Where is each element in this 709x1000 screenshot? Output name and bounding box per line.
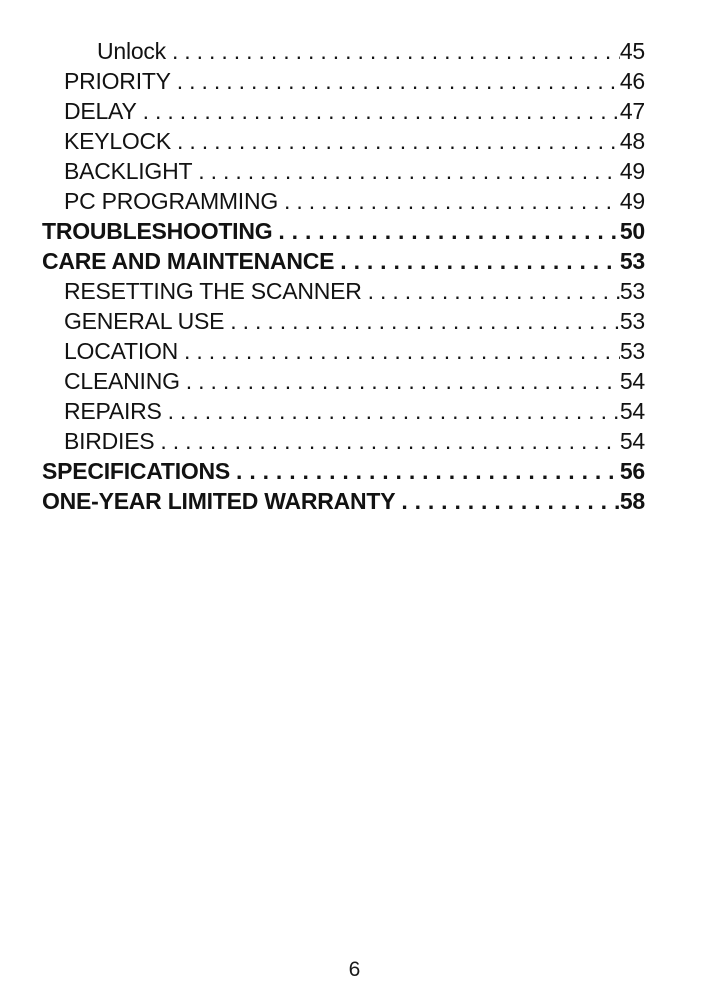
toc-dot-leader	[230, 306, 620, 336]
toc-entry-page: 53	[619, 278, 645, 304]
toc-entry-page: 47	[619, 98, 645, 124]
toc-entry-label: TROUBLESHOOTING	[42, 218, 273, 244]
toc-entry-page: 49	[619, 188, 645, 214]
toc-entry-label: GENERAL USE	[64, 308, 225, 334]
page-number: 6	[348, 958, 361, 981]
toc-entry-page: 53	[619, 308, 645, 334]
toc-entry: PC PROGRAMMING 49	[0, 186, 709, 216]
toc-entry-label: ONE-YEAR LIMITED WARRANTY	[42, 488, 396, 514]
toc-entry-label: DELAY	[64, 98, 137, 124]
toc-dot-leader	[278, 216, 619, 246]
toc-entry-label: Unlock	[97, 38, 166, 64]
toc-dot-leader	[184, 336, 620, 366]
toc-entry: REPAIRS 54	[0, 396, 709, 426]
toc-entry-page: 53	[619, 338, 645, 364]
toc-entry: CARE AND MAINTENANCE 53	[0, 246, 709, 276]
toc-entry: ONE-YEAR LIMITED WARRANTY 58	[0, 486, 709, 516]
toc-entry-label: PC PROGRAMMING	[64, 188, 279, 214]
toc-dot-leader	[401, 486, 620, 516]
toc-entry: BACKLIGHT 49	[0, 156, 709, 186]
toc-entry: Unlock 45	[0, 36, 709, 66]
toc-entry: GENERAL USE 53	[0, 306, 709, 336]
toc-dot-leader	[368, 276, 620, 306]
toc-dot-leader	[177, 66, 620, 96]
toc-entry-label: SPECIFICATIONS	[42, 458, 231, 484]
toc-list: Unlock 45 PRIORITY 46 DELAY 47 KEYLOCK 4…	[0, 0, 709, 516]
toc-entry: TROUBLESHOOTING 50	[0, 216, 709, 246]
toc-entry-page: 53	[619, 248, 645, 274]
toc-entry-page: 48	[619, 128, 645, 154]
toc-dot-leader	[198, 156, 620, 186]
toc-entry: LOCATION 53	[0, 336, 709, 366]
toc-entry-page: 54	[619, 398, 645, 424]
toc-entry: KEYLOCK 48	[0, 126, 709, 156]
toc-entry: PRIORITY 46	[0, 66, 709, 96]
toc-dot-leader	[168, 396, 620, 426]
toc-entry-page: 46	[619, 68, 645, 94]
toc-dot-leader	[340, 246, 620, 276]
toc-entry: RESETTING THE SCANNER 53	[0, 276, 709, 306]
toc-entry-label: BACKLIGHT	[64, 158, 193, 184]
toc-entry: DELAY 47	[0, 96, 709, 126]
toc-entry-page: 54	[619, 428, 645, 454]
toc-entry-label: LOCATION	[64, 338, 179, 364]
toc-dot-leader	[236, 456, 620, 486]
toc-entry: SPECIFICATIONS 56	[0, 456, 709, 486]
toc-entry-label: KEYLOCK	[64, 128, 172, 154]
toc-dot-leader	[172, 36, 620, 66]
toc-entry: CLEANING 54	[0, 366, 709, 396]
toc-dot-leader	[186, 366, 620, 396]
toc-dot-leader	[143, 96, 620, 126]
toc-entry-label: PRIORITY	[64, 68, 171, 94]
toc-entry-label: REPAIRS	[64, 398, 162, 424]
toc-dot-leader	[160, 426, 619, 456]
toc-entry-page: 56	[619, 458, 645, 484]
toc-dot-leader	[284, 186, 620, 216]
toc-entry-page: 58	[619, 488, 645, 514]
toc-entry-page: 50	[619, 218, 645, 244]
toc-dot-leader	[177, 126, 620, 156]
toc-entry-label: BIRDIES	[64, 428, 155, 454]
toc-entry-label: CLEANING	[64, 368, 180, 394]
toc-entry: BIRDIES 54	[0, 426, 709, 456]
toc-entry-page: 49	[619, 158, 645, 184]
toc-entry-label: RESETTING THE SCANNER	[64, 278, 362, 304]
toc-entry-label: CARE AND MAINTENANCE	[42, 248, 335, 274]
toc-entry-page: 45	[619, 38, 645, 64]
toc-entry-page: 54	[619, 368, 645, 394]
